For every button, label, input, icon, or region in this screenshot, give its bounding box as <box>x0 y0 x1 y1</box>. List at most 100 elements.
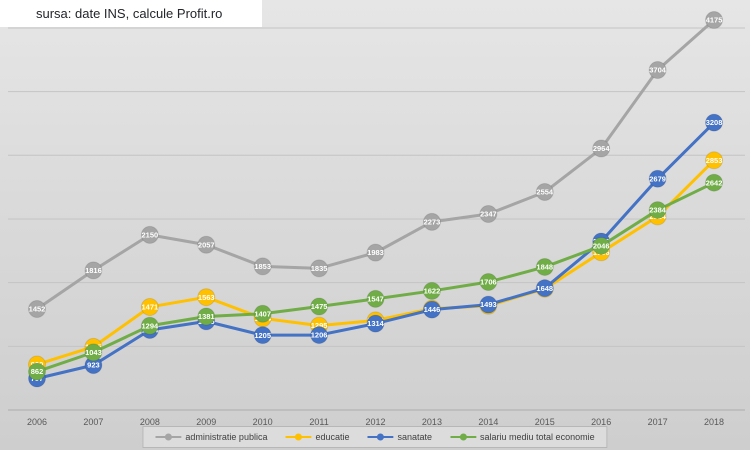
data-point-marker <box>535 183 554 202</box>
legend-marker-icon <box>450 433 477 441</box>
data-point-label: 1648 <box>536 284 553 293</box>
x-tick-label: 2014 <box>478 417 498 427</box>
source-caption: sursa: date INS, calcule Profit.ro <box>0 0 262 27</box>
data-point-label: 1622 <box>424 287 441 296</box>
data-point-marker <box>422 281 441 300</box>
data-point-marker <box>479 273 498 292</box>
data-point-marker <box>140 225 159 244</box>
data-point-marker <box>705 113 724 132</box>
data-point-marker <box>648 60 667 79</box>
data-point-label: 2853 <box>706 156 723 165</box>
data-point-label: 1816 <box>85 266 102 275</box>
x-tick-label: 2017 <box>648 417 668 427</box>
data-point-marker <box>705 173 724 192</box>
data-point-marker <box>479 204 498 223</box>
x-tick-label: 2007 <box>83 417 103 427</box>
data-point-marker <box>253 257 272 276</box>
data-point-label: 4175 <box>706 16 723 25</box>
data-point-label: 3704 <box>649 66 667 75</box>
legend-item: salariu mediu total economie <box>450 432 595 442</box>
data-point-label: 1983 <box>367 248 384 257</box>
data-point-label: 1835 <box>311 264 328 273</box>
chart-legend: administratie publica educatie sanatate sal… <box>142 426 608 448</box>
data-point-label: 2046 <box>593 242 610 251</box>
data-point-marker <box>253 326 272 345</box>
data-point-marker <box>705 11 724 30</box>
data-point-label: 1493 <box>480 300 497 309</box>
data-point-label: 1381 <box>198 312 215 321</box>
data-point-label: 1471 <box>141 303 158 312</box>
data-point-label: 2384 <box>649 206 667 215</box>
data-point-marker <box>310 297 329 316</box>
data-point-label: 2964 <box>593 144 611 153</box>
data-point-marker <box>310 326 329 345</box>
x-tick-label: 2008 <box>140 417 160 427</box>
legend-item: sanatate <box>367 432 432 442</box>
data-point-label: 3208 <box>706 118 723 127</box>
data-point-label: 2679 <box>649 174 666 183</box>
data-point-marker <box>648 201 667 220</box>
data-point-label: 1043 <box>85 348 102 357</box>
legend-item: educatie <box>285 432 349 442</box>
data-point-label: 2057 <box>198 240 215 249</box>
data-point-label: 1206 <box>311 331 328 340</box>
data-point-marker <box>84 343 103 362</box>
data-point-marker <box>253 304 272 323</box>
data-point-label: 1452 <box>29 305 46 314</box>
data-point-marker <box>140 316 159 335</box>
data-point-marker <box>592 236 611 255</box>
legend-marker-icon <box>285 433 312 441</box>
data-point-label: 1547 <box>367 294 384 303</box>
data-point-label: 1475 <box>311 302 328 311</box>
data-point-label: 2273 <box>424 217 441 226</box>
x-tick-label: 2013 <box>422 417 442 427</box>
data-point-marker <box>592 139 611 158</box>
data-point-marker <box>310 259 329 278</box>
legend-item: administratie publica <box>155 432 267 442</box>
series-line <box>35 158 716 366</box>
data-point-label: 2150 <box>141 231 158 240</box>
data-point-label: 1848 <box>536 263 553 272</box>
data-point-label: 2347 <box>480 210 497 219</box>
series-line <box>35 18 716 311</box>
data-point-marker <box>705 151 724 170</box>
data-point-marker <box>366 314 385 333</box>
x-tick-label: 2006 <box>27 417 47 427</box>
data-point-marker <box>197 307 216 326</box>
data-point-marker <box>140 297 159 316</box>
x-tick-label: 2012 <box>366 417 386 427</box>
legend-label: educatie <box>315 432 350 442</box>
data-point-label: 2642 <box>706 178 723 187</box>
data-point-marker <box>535 257 554 276</box>
data-point-marker <box>28 362 46 381</box>
data-point-label: 1853 <box>254 262 271 271</box>
data-point-label: 862 <box>31 367 44 376</box>
x-tick-label: 2015 <box>535 417 555 427</box>
data-point-label: 1314 <box>367 319 385 328</box>
data-point-marker <box>422 300 441 319</box>
legend-label: salariu mediu total economie <box>480 432 595 442</box>
x-tick-label: 2016 <box>591 417 611 427</box>
legend-label: administratie publica <box>185 432 268 442</box>
series-line <box>35 181 716 374</box>
data-point-label: 1294 <box>141 321 159 330</box>
x-tick-label: 2011 <box>309 417 328 427</box>
data-point-marker <box>648 169 667 188</box>
data-point-marker <box>535 279 554 298</box>
data-point-marker <box>479 295 498 314</box>
data-point-label: 2554 <box>536 188 554 197</box>
data-point-marker <box>197 288 216 307</box>
data-point-label: 1446 <box>424 305 441 314</box>
data-point-label: 1295 <box>311 321 328 330</box>
data-point-marker <box>422 212 441 231</box>
data-point-label: 923 <box>87 361 100 370</box>
legend-marker-icon <box>155 433 182 441</box>
data-point-marker <box>197 235 216 254</box>
source-caption-text: sursa: date INS, calcule Profit.ro <box>36 6 223 21</box>
x-tick-label: 2010 <box>253 417 273 427</box>
data-point-marker <box>28 299 46 318</box>
legend-marker-icon <box>367 433 394 441</box>
legend-label: sanatate <box>397 432 433 442</box>
